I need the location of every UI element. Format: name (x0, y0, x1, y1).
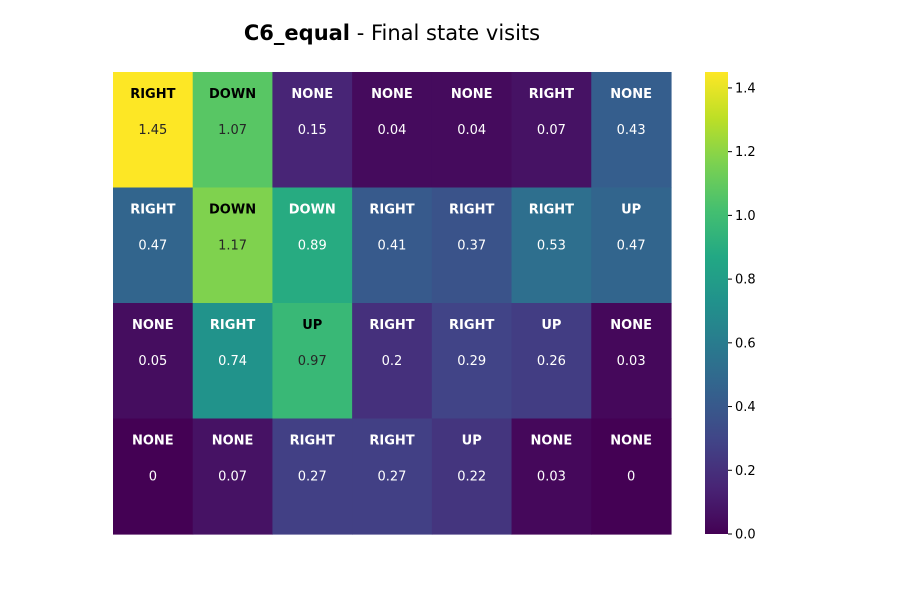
cell-action-label: DOWN (289, 203, 336, 218)
cell-action-label: RIGHT (529, 87, 574, 102)
cell-action-label: NONE (610, 318, 652, 333)
cell-action-label: RIGHT (449, 203, 494, 218)
cell-value-label: 0.03 (537, 470, 566, 485)
heatmap-cell (113, 187, 194, 304)
cell-action-label: RIGHT (369, 203, 414, 218)
cell-value-label: 1.17 (218, 239, 247, 254)
cell-value-label: 0.15 (298, 123, 327, 138)
cell-action-label: NONE (610, 434, 652, 449)
cell-action-label: NONE (610, 87, 652, 102)
cell-action-label: NONE (132, 434, 174, 449)
cell-action-label: RIGHT (130, 87, 175, 102)
cell-value-label: 0.53 (537, 239, 566, 254)
cell-value-label: 0.04 (378, 123, 407, 138)
heatmap-cell (511, 72, 592, 189)
colorbar-tick-label: 1.0 (735, 209, 756, 224)
cell-action-label: DOWN (209, 203, 256, 218)
cell-value-label: 0.07 (537, 123, 566, 138)
heatmap-cell (511, 187, 592, 304)
heatmap-cell (431, 418, 513, 535)
cell-value-label: 0.26 (537, 354, 566, 369)
cell-value-label: 0.03 (617, 354, 646, 369)
cell-action-label: RIGHT (130, 203, 175, 218)
colorbar-gradient (705, 72, 728, 534)
heatmap-cell (511, 418, 592, 535)
cell-action-label: RIGHT (369, 318, 414, 333)
cell-value-label: 0.97 (298, 354, 327, 369)
colorbar: 0.0 0.2 0.4 0.6 0.8 1.0 1.2 1.4 (705, 72, 756, 543)
colorbar-tick-label: 1.2 (735, 145, 756, 160)
colorbar-tick-label: 1.4 (735, 81, 756, 96)
cell-value-label: 0.37 (457, 239, 486, 254)
cell-value-label: 0.43 (617, 123, 646, 138)
cell-value-label: 0.89 (298, 239, 327, 254)
heatmap-cells: RIGHT 1.45 DOWN 1.07 NONE 0.15 NONE 0.04 NONE 0.0… (113, 72, 672, 535)
cell-action-label: UP (302, 318, 322, 333)
cell-value-label: 0.74 (218, 354, 247, 369)
cell-action-label: RIGHT (529, 203, 574, 218)
heatmap-cell (431, 303, 513, 420)
heatmap-cell (352, 187, 433, 304)
colorbar-tick-label: 0.2 (735, 464, 756, 479)
cell-action-label: UP (541, 318, 561, 333)
chart-title: C6_equal - Final state visits (0, 21, 784, 45)
cell-value-label: 0.41 (378, 239, 407, 254)
heatmap-cell (113, 418, 194, 535)
heatmap-cell (192, 187, 274, 304)
cell-value-label: 0 (627, 470, 635, 485)
cell-value-label: 0.47 (138, 239, 167, 254)
cell-value-label: 0.47 (617, 239, 646, 254)
cell-value-label: 0.27 (298, 470, 327, 485)
cell-action-label: RIGHT (290, 434, 335, 449)
cell-action-label: NONE (212, 434, 254, 449)
cell-value-label: 0 (149, 470, 157, 485)
cell-value-label: 0.2 (382, 354, 403, 369)
heatmap-cell (431, 72, 513, 189)
cell-action-label: NONE (371, 87, 413, 102)
cell-action-label: RIGHT (449, 318, 494, 333)
heatmap-cell (511, 303, 592, 420)
cell-value-label: 0.29 (457, 354, 486, 369)
heatmap-cell (591, 418, 672, 535)
heatmap-cell (272, 187, 353, 304)
heatmap-cell (272, 418, 353, 535)
cell-value-label: 1.07 (218, 123, 247, 138)
cell-value-label: 0.04 (457, 123, 486, 138)
cell-value-label: 0.27 (378, 470, 407, 485)
heatmap-cell (431, 187, 513, 304)
cell-action-label: NONE (451, 87, 493, 102)
colorbar-tick-label: 0.8 (735, 273, 756, 288)
chart-title-bold: C6_equal (243, 21, 351, 45)
cell-action-label: UP (621, 203, 641, 218)
cell-action-label: RIGHT (369, 434, 414, 449)
cell-action-label: UP (462, 434, 482, 449)
heatmap-cell (352, 418, 433, 535)
colorbar-tick-label: 0.4 (735, 400, 756, 415)
heatmap-cell (272, 303, 353, 420)
heatmap-cell (591, 187, 672, 304)
cell-action-label: DOWN (209, 87, 256, 102)
heatmap-cell (192, 418, 274, 535)
heatmap-cell (192, 72, 274, 189)
cell-action-label: NONE (531, 434, 573, 449)
cell-action-label: NONE (291, 87, 333, 102)
heatmap-cell (272, 72, 353, 189)
chart-title-rest: - Final state visits (350, 21, 541, 45)
cell-value-label: 0.22 (457, 470, 486, 485)
cell-action-label: NONE (132, 318, 174, 333)
heatmap-cell (113, 303, 194, 420)
heatmap-cell (591, 303, 672, 420)
colorbar-tick-label: 0.0 (735, 528, 756, 543)
heatmap-cell (113, 72, 194, 189)
colorbar-tick-label: 0.6 (735, 336, 756, 351)
heatmap-cell (352, 72, 433, 189)
heatmap-cell (192, 303, 274, 420)
heatmap-cell (352, 303, 433, 420)
cell-value-label: 1.45 (138, 123, 167, 138)
cell-action-label: RIGHT (210, 318, 255, 333)
cell-value-label: 0.07 (218, 470, 247, 485)
heatmap-cell (591, 72, 672, 189)
cell-value-label: 0.05 (138, 354, 167, 369)
